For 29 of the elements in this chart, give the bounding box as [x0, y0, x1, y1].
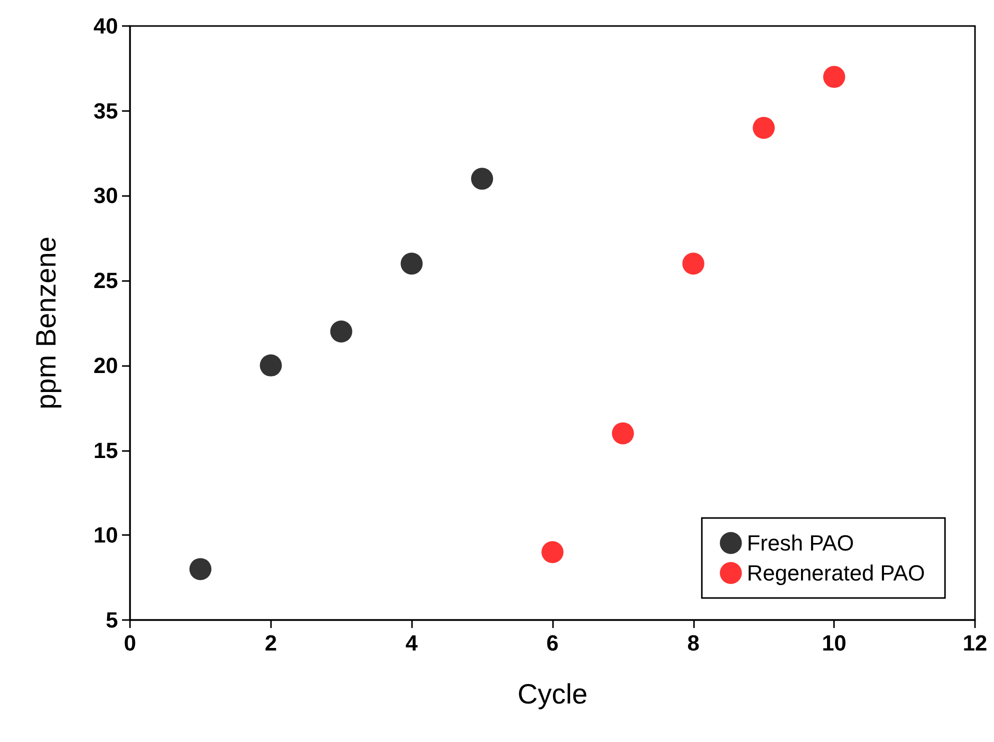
legend-label: Fresh PAO [746, 530, 854, 556]
point [471, 168, 494, 190]
legend-label: Regenerated PAO [746, 560, 926, 586]
x-tick-label: 2 [264, 630, 277, 656]
y-tick-label: 10 [94, 522, 118, 548]
point [823, 66, 846, 88]
y-axis-title: ppm Benzene [30, 236, 62, 410]
y-tick-label: 20 [94, 352, 118, 378]
x-tick-label: 10 [822, 630, 846, 656]
x-axis-title: Cycle [517, 678, 588, 710]
y-tick-label: 30 [94, 183, 118, 208]
y-tick-label: 5 [106, 608, 118, 632]
x-tick-label: 12 [962, 630, 988, 656]
point [612, 422, 634, 444]
point [682, 252, 704, 275]
y-tick-label: 15 [94, 438, 118, 463]
point [752, 116, 775, 139]
point [542, 541, 564, 564]
x-tick-label: 0 [124, 630, 136, 656]
x-tick-label: 6 [546, 630, 559, 656]
point [330, 320, 352, 342]
x-tick-label: 4 [406, 630, 419, 656]
y-tick-label: 35 [94, 98, 118, 124]
point [400, 252, 423, 275]
x-tick-label: 8 [687, 630, 700, 656]
point [189, 558, 212, 580]
y-tick-label: 25 [94, 268, 118, 294]
y-tick-label: 40 [94, 14, 118, 38]
point [260, 354, 282, 376]
